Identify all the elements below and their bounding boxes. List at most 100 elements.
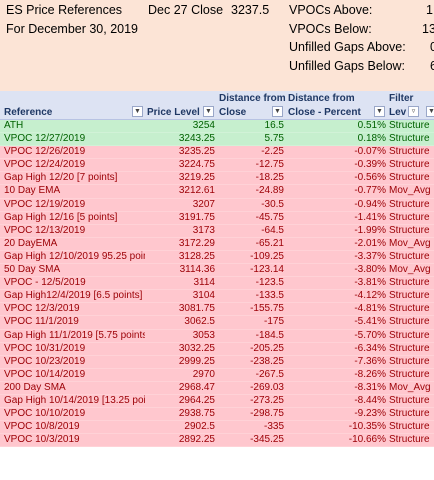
table-row[interactable]: VPOC 12/13/2019 3173 -64.5 -1.99% Structure (0, 224, 434, 238)
cell-price-level[interactable]: 2964.25 (178, 394, 215, 406)
cell-price-level[interactable]: 3062.5 (184, 316, 215, 328)
cell-reference[interactable]: VPOC 12/26/2019 (4, 146, 86, 158)
dropdown-arrow-icon[interactable]: ▼ (272, 106, 283, 117)
cell-distance[interactable]: -65.21 (255, 237, 284, 249)
cell-price-level[interactable]: 3243.25 (178, 133, 215, 145)
cell-filter-level[interactable]: Structure (389, 277, 430, 289)
cell-filter-level[interactable]: Mov_Avg (389, 381, 431, 393)
cell-filter-level[interactable]: Structure (389, 120, 430, 131)
cell-distance[interactable]: -205.25 (250, 342, 284, 354)
cell-distance[interactable]: -175 (263, 316, 284, 328)
cell-filter-level[interactable]: Structure (389, 316, 430, 328)
cell-price-level[interactable]: 3254 (192, 120, 215, 131)
dropdown-arrow-icon[interactable]: ▼ (132, 106, 143, 117)
cell-filter-level[interactable]: Mov_Avg (389, 264, 431, 276)
cell-price-level[interactable]: 3219.25 (178, 172, 215, 184)
cell-reference[interactable]: Gap High 12/16 [5 points] (4, 211, 118, 223)
cell-filter-level[interactable]: Structure (389, 342, 430, 354)
dropdown-arrow-icon[interactable]: ▼ (374, 106, 385, 117)
cell-reference[interactable]: VPOC - 12/5/2019 (4, 277, 86, 289)
table-row[interactable]: 10 Day EMA 3212.61 -24.89 -0.77% Mov_Avg (0, 185, 434, 199)
cell-distance[interactable]: -18.25 (255, 172, 284, 184)
cell-distance[interactable]: -184.5 (255, 329, 284, 341)
cell-filter-level[interactable]: Structure (389, 394, 430, 406)
table-row[interactable]: VPOC 12/26/2019 3235.25 -2.25 -0.07% Structu… (0, 146, 434, 160)
cell-filter-level[interactable]: Structure (389, 250, 430, 262)
cell-reference[interactable]: VPOC 12/19/2019 (4, 198, 86, 210)
cell-reference[interactable]: VPOC 10/10/2019 (4, 408, 86, 420)
cell-distance-percent[interactable]: -8.31% (354, 381, 386, 393)
cell-filter-level[interactable]: Structure (389, 133, 430, 145)
table-row[interactable]: Gap High12/4/2019 [6.5 points] 3104 -133.5… (0, 290, 434, 304)
cell-distance-percent[interactable]: -0.39% (354, 159, 386, 171)
cell-price-level[interactable]: 2968.47 (178, 381, 215, 393)
cell-reference[interactable]: VPOC 11/1/2019 (4, 316, 79, 328)
cell-distance-percent[interactable]: -7.36% (354, 355, 386, 367)
cell-filter-level[interactable]: Structure (389, 290, 430, 302)
cell-reference[interactable]: 20 DayEMA (4, 237, 58, 249)
cell-price-level[interactable]: 3173 (192, 224, 215, 236)
cell-distance[interactable]: -155.75 (250, 303, 284, 315)
table-row[interactable]: ATH 3254 16.5 0.51% Structure (0, 120, 434, 134)
cell-reference[interactable]: VPOC 10/14/2019 (4, 368, 86, 380)
cell-filter-level[interactable]: Structure (389, 329, 430, 341)
table-row[interactable]: VPOC 10/3/2019 2892.25 -345.25 -10.66% Struc… (0, 434, 434, 448)
cell-reference[interactable]: Gap High 12/20 [7 points] (4, 172, 118, 184)
cell-price-level[interactable]: 2892.25 (178, 434, 215, 446)
cell-price-level[interactable]: 2902.5 (184, 421, 215, 433)
cell-reference[interactable]: Gap High 10/14/2019 [13.25 poi (4, 394, 145, 406)
cell-distance-percent[interactable]: -5.41% (354, 316, 386, 328)
cell-price-level[interactable]: 3207 (192, 198, 215, 210)
cell-filter-level[interactable]: Structure (389, 408, 430, 420)
cell-filter-level[interactable]: Structure (389, 368, 430, 380)
cell-reference[interactable]: VPOC 12/24/2019 (4, 159, 86, 171)
cell-price-level[interactable]: 2970 (192, 368, 215, 380)
cell-distance-percent[interactable]: -8.26% (354, 368, 386, 380)
cell-distance-percent[interactable]: -5.70% (354, 329, 386, 341)
cell-filter-level[interactable]: Structure (389, 355, 430, 367)
cell-distance-percent[interactable]: -1.99% (354, 224, 386, 236)
cell-distance[interactable]: -123.5 (255, 277, 284, 289)
cell-distance[interactable]: -345.25 (250, 434, 284, 446)
cell-price-level[interactable]: 3104 (192, 290, 215, 302)
cell-distance-percent[interactable]: -8.44% (354, 394, 386, 406)
cell-filter-level[interactable]: Structure (389, 159, 430, 171)
cell-distance-percent[interactable]: -1.41% (354, 211, 386, 223)
cell-price-level[interactable]: 3032.25 (178, 342, 215, 354)
cell-reference[interactable]: VPOC 12/27/2019 (4, 133, 86, 145)
cell-filter-level[interactable]: Mov_Avg (389, 185, 431, 197)
cell-distance[interactable]: -123.14 (250, 264, 284, 276)
cell-price-level[interactable]: 2999.25 (178, 355, 215, 367)
table-row[interactable]: VPOC 10/31/2019 3032.25 -205.25 -6.34% Struc… (0, 342, 434, 356)
cell-reference[interactable]: VPOC 10/23/2019 (4, 355, 86, 367)
cell-reference[interactable]: ATH (4, 120, 24, 131)
cell-filter-level[interactable]: Structure (389, 211, 430, 223)
cell-filter-level[interactable]: Structure (389, 224, 430, 236)
table-row[interactable]: VPOC 10/8/2019 2902.5 -335 -10.35% Structure (0, 421, 434, 435)
cell-distance[interactable]: -64.5 (261, 224, 284, 236)
cell-price-level[interactable]: 3114 (193, 277, 215, 289)
cell-distance-percent[interactable]: -0.56% (354, 172, 386, 184)
cell-distance[interactable]: -2.25 (261, 146, 284, 158)
cell-distance-percent[interactable]: -3.80% (354, 264, 386, 276)
table-row[interactable]: 50 Day SMA 3114.36 -123.14 -3.80% Mov_Avg (0, 264, 434, 278)
cell-reference[interactable]: 10 Day EMA (4, 185, 61, 197)
cell-filter-level[interactable]: Structure (389, 172, 430, 184)
cell-filter-level[interactable]: Structure (389, 421, 430, 433)
cell-distance[interactable]: -298.75 (250, 408, 284, 420)
table-row[interactable]: VPOC 12/19/2019 3207 -30.5 -0.94% Structure (0, 198, 434, 212)
table-row[interactable]: VPOC 10/10/2019 2938.75 -298.75 -9.23% Struc… (0, 408, 434, 422)
cell-distance-percent[interactable]: 0.51% (357, 120, 386, 131)
cell-reference[interactable]: Gap High 11/1/2019 [5.75 points (4, 329, 145, 341)
cell-price-level[interactable]: 3114.36 (179, 264, 215, 276)
table-row[interactable]: VPOC 11/1/2019 3062.5 -175 -5.41% Structure (0, 316, 434, 330)
table-row[interactable]: Gap High 12/10/2019 95.25 point 3128.25 -1… (0, 250, 434, 265)
table-row[interactable]: VPOC 12/24/2019 3224.75 -12.75 -0.39% Struct… (0, 159, 434, 173)
cell-reference[interactable]: Gap High12/4/2019 [6.5 points] (4, 290, 143, 302)
cell-distance[interactable]: -109.25 (250, 250, 284, 262)
cell-distance[interactable]: -267.5 (255, 368, 284, 380)
cell-price-level[interactable]: 3053 (192, 329, 215, 341)
cell-distance[interactable]: 5.75 (264, 133, 284, 145)
cell-price-level[interactable]: 3235.25 (178, 146, 215, 158)
cell-distance[interactable]: 16.5 (264, 120, 284, 131)
